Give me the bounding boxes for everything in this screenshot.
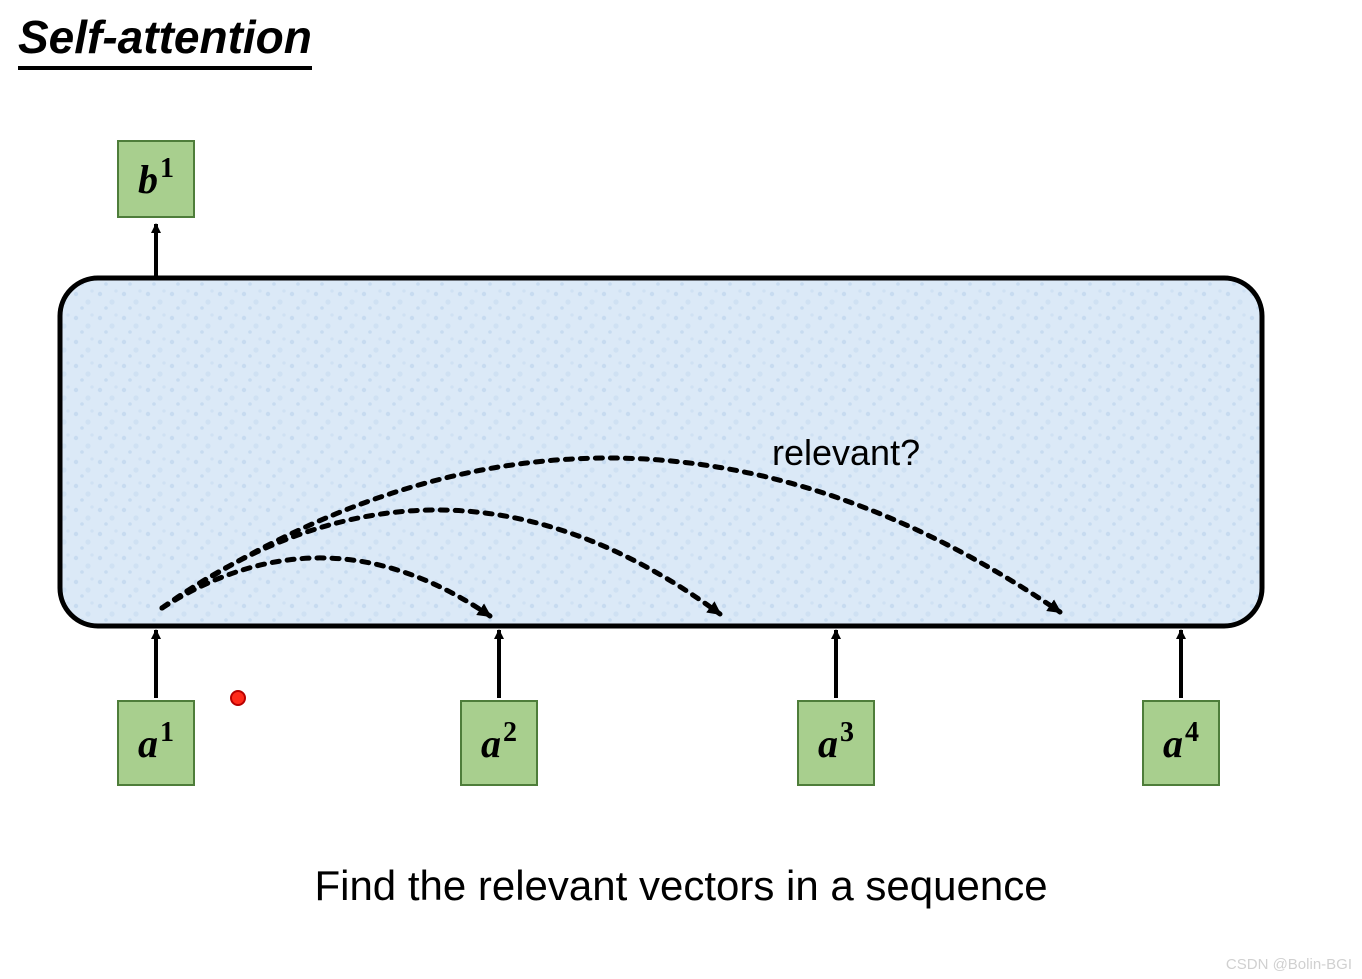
node-a3-base: a: [818, 720, 838, 767]
input-node-a3: a 3: [797, 700, 875, 786]
node-a3-super: 3: [840, 717, 854, 749]
node-b1-super: 1: [160, 153, 174, 185]
output-node-b1: b 1: [117, 140, 195, 218]
slide-title: Self-attention: [18, 10, 312, 70]
node-a2-base: a: [481, 720, 501, 767]
node-a4-super: 4: [1185, 717, 1199, 749]
node-a1-super: 1: [160, 717, 174, 749]
input-node-a1: a 1: [117, 700, 195, 786]
node-a4-base: a: [1163, 720, 1183, 767]
attention-arcs: [162, 458, 1060, 616]
node-a1-base: a: [138, 720, 158, 767]
slide-caption: Find the relevant vectors in a sequence: [0, 862, 1362, 910]
attention-box: [60, 278, 1262, 626]
io-arrows: [156, 224, 1181, 698]
watermark: CSDN @Bolin-BGI: [1226, 956, 1352, 973]
relevant-label: relevant?: [772, 432, 920, 474]
node-a2-super: 2: [503, 717, 517, 749]
input-node-a2: a 2: [460, 700, 538, 786]
input-node-a4: a 4: [1142, 700, 1220, 786]
node-b1-base: b: [138, 156, 158, 203]
laser-pointer-dot: [231, 691, 245, 705]
diagram-svg: [0, 0, 1362, 979]
